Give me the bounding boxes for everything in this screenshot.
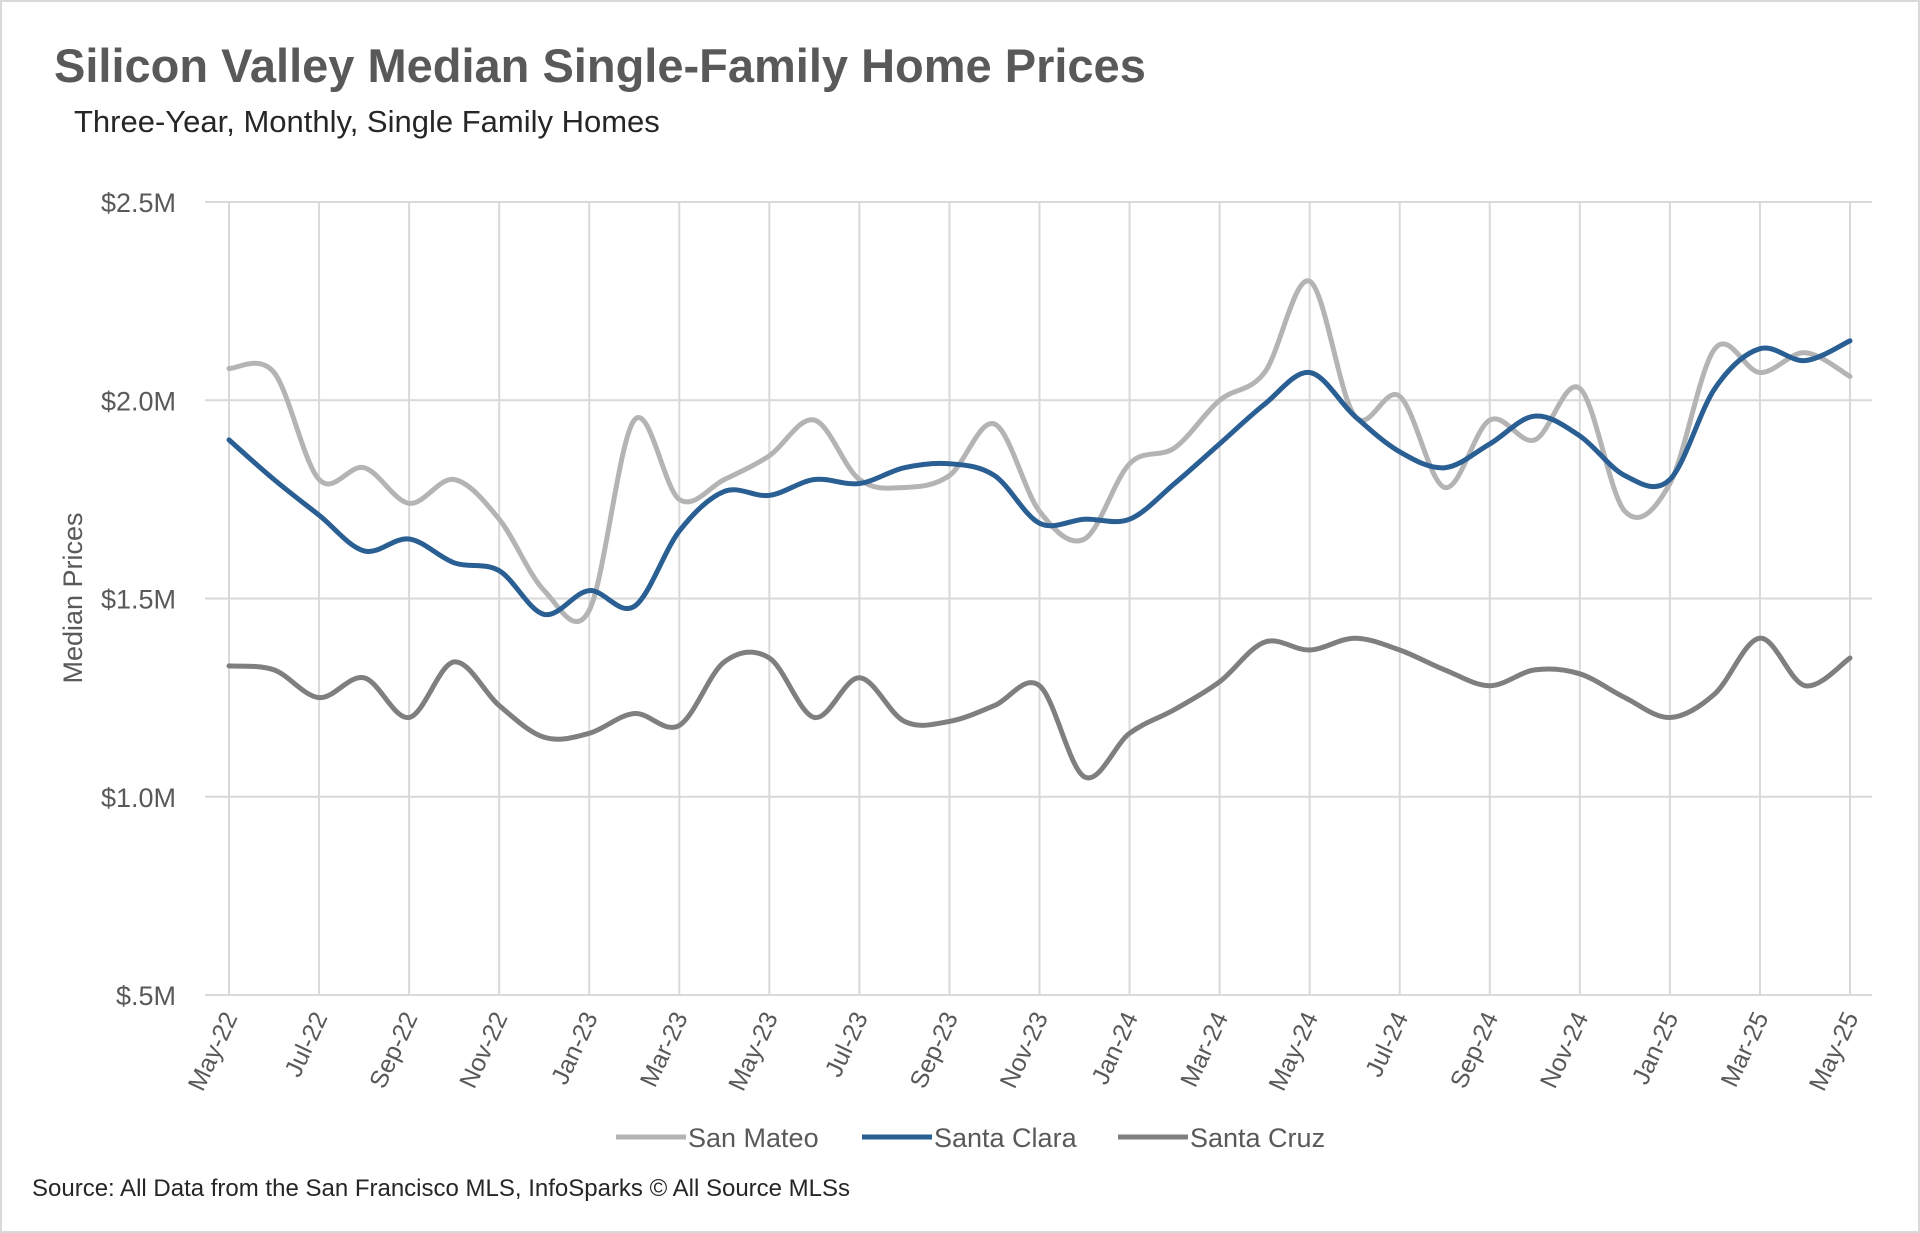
x-tick-label: Nov-24 [1535,1008,1594,1093]
legend-label: Santa Cruz [1190,1123,1325,1153]
x-tick-label: Mar-24 [1175,1008,1234,1092]
series-line-san-mateo [226,278,1853,624]
legend: San Mateo Santa Clara Santa Cruz [616,1123,1325,1153]
x-tick-label: Nov-22 [454,1008,513,1093]
y-axis-label: Median Prices [58,512,88,683]
x-tick-label: Nov-23 [995,1008,1054,1093]
y-tick-label: $1.0M [101,783,176,813]
x-tick-label: Jan-24 [1086,1008,1144,1089]
legend-label: San Mateo [688,1123,819,1153]
x-axis-ticks: May-22 Jul-22 Sep-22 Nov-22 Jan-23 Mar-23 May-… [183,1008,1865,1095]
x-tick-label: Jul-23 [820,1008,874,1082]
x-tick-label: Sep-22 [364,1008,423,1093]
chart-subtitle: Three-Year, Monthly, Single Family Homes [74,104,660,139]
x-tick-label: May-23 [723,1008,784,1095]
series-lines [226,278,1853,781]
source-note: Source: All Data from the San Francisco … [32,1175,851,1202]
x-tick-label: Sep-24 [1445,1008,1504,1093]
y-tick-label: $2.0M [101,386,176,416]
y-tick-label: $.5M [116,981,176,1011]
grid-lines [205,201,1872,996]
series-line-santa-clara [226,338,1853,617]
x-tick-label: May-22 [183,1008,244,1095]
x-tick-label: Mar-25 [1716,1008,1775,1092]
y-tick-label: $1.5M [101,585,176,615]
x-tick-label: Jan-23 [546,1008,604,1089]
legend-label: Santa Clara [934,1123,1078,1153]
x-tick-label: Jul-22 [279,1008,333,1082]
x-tick-label: May-24 [1263,1008,1324,1095]
x-tick-label: Sep-23 [904,1008,963,1093]
y-axis-ticks: $2.5M $2.0M $1.5M $1.0M $.5M [101,188,176,1011]
x-tick-label: Jan-25 [1627,1008,1685,1089]
x-tick-label: Mar-23 [635,1008,694,1092]
x-tick-label: May-25 [1804,1008,1865,1095]
x-tick-label: Jul-24 [1360,1008,1414,1082]
chart-title: Silicon Valley Median Single-Family Home… [54,39,1146,92]
y-tick-label: $2.5M [101,188,176,218]
series-line-santa-cruz [226,635,1853,781]
